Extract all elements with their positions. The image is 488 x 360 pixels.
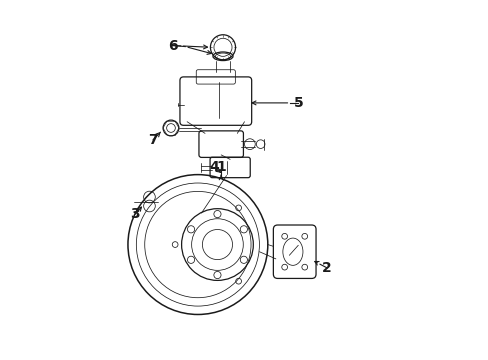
Text: 5: 5 [293, 96, 303, 110]
Text: 4: 4 [209, 161, 219, 175]
Text: 2: 2 [322, 261, 331, 275]
Text: 3: 3 [130, 207, 140, 221]
Text: 7: 7 [148, 133, 158, 147]
Text: 1: 1 [216, 161, 225, 175]
Text: 6: 6 [167, 39, 177, 53]
